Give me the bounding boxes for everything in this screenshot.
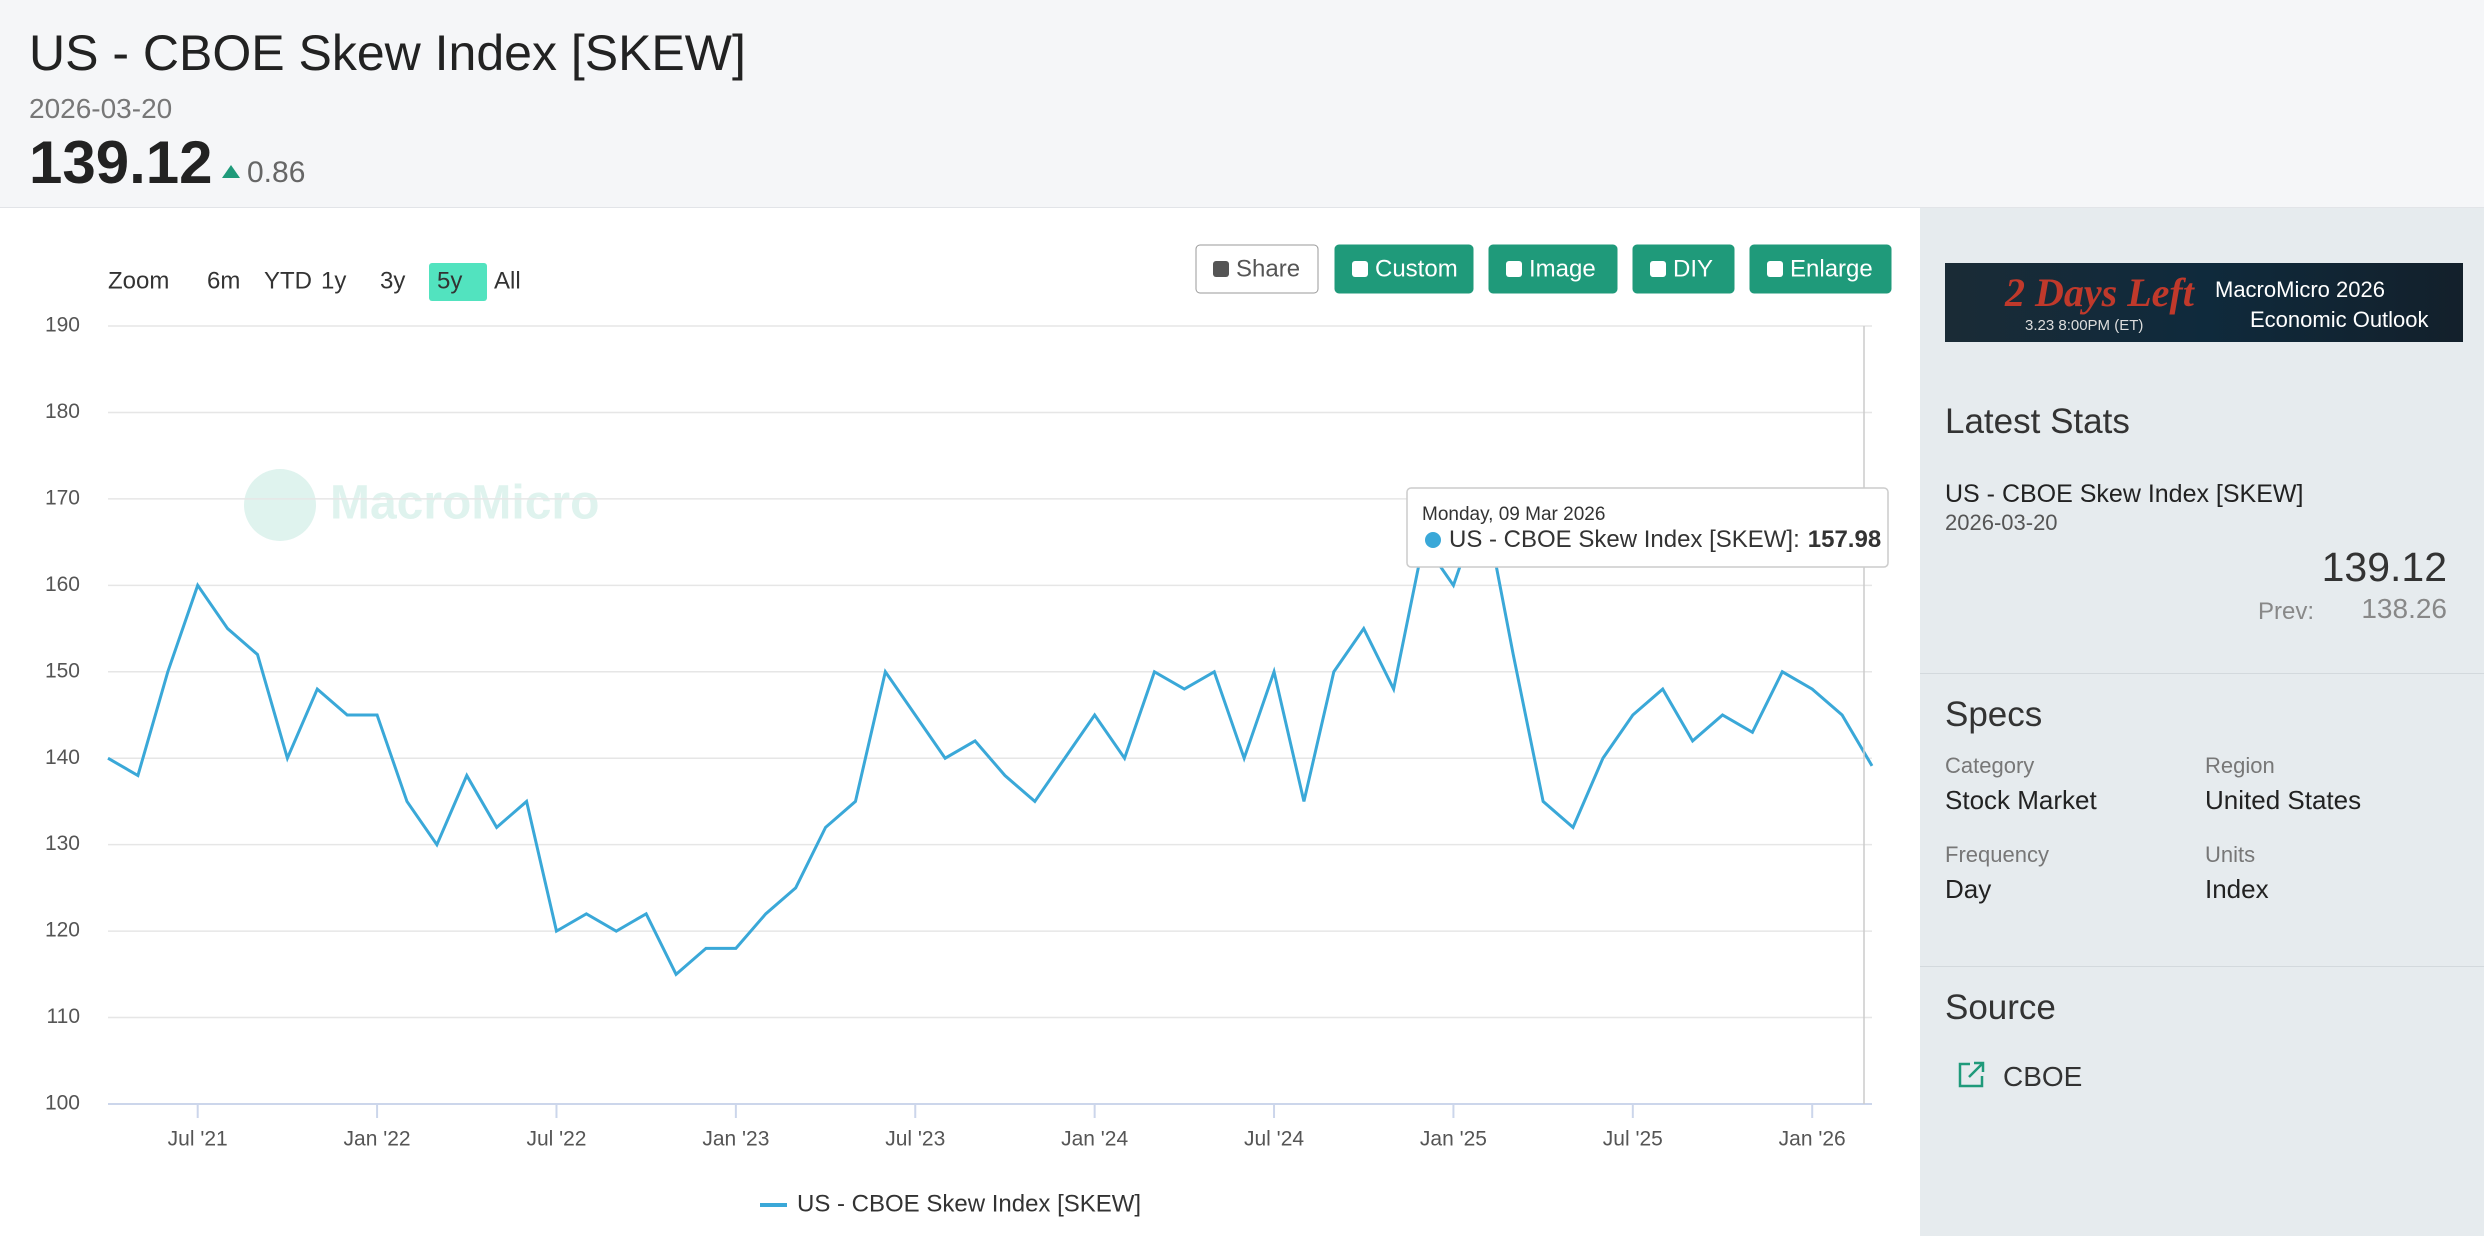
chart: Zoom 6m YTD 1y 3y 5y All Share Custom Image DIY En… [45,244,1892,1217]
x-tick-label: Jan '24 [1061,1128,1128,1151]
spec-value: Index [2205,874,2269,904]
heading: Specs [1945,695,2043,734]
x-tick-label: Jan '22 [344,1128,411,1151]
prev-label: Prev: [2257,598,2314,625]
up-arrow [222,165,240,178]
y-tick-label: 190 [45,314,80,337]
change: 0.86 [247,156,306,189]
x-tick-label: Jul '25 [1603,1128,1663,1151]
x-tick-label: Jul '23 [885,1128,945,1151]
x-tick-label: Jan '26 [1779,1128,1846,1151]
x-tick-label: Jan '25 [1420,1128,1487,1151]
watermark: MacroMicro [330,477,599,530]
tooltip-dot [1425,532,1441,548]
tooltip [1406,487,1889,568]
x-tick-label: Jul '21 [168,1128,228,1151]
spec-label: Frequency [1945,842,2049,867]
y-tick-label: 150 [45,659,80,682]
button-icon [1650,261,1666,277]
latest-name: US - CBOE Skew Index [SKEW] [1945,480,2304,508]
y-tick-label: 120 [45,919,80,942]
latest-date: 2026-03-20 [1945,510,2058,535]
button-icon [1213,261,1229,277]
range-button[interactable]: 1y [321,267,346,294]
button-icon [1352,261,1368,277]
x-tick-label: Jul '22 [526,1128,586,1151]
range-button[interactable]: 3y [380,267,405,294]
x-tick-label: Jan '23 [702,1128,769,1151]
banner-big: 2 Days Left [2005,270,2194,315]
zoom-label: Zoom [108,267,169,294]
divider [1920,673,2484,674]
range-button[interactable]: 5y [437,267,462,294]
source-link[interactable]: CBOE [2003,1061,2083,1092]
spec-value: Stock Market [1945,785,2097,815]
banner-brand: MacroMicro 2026 [2215,277,2385,302]
range-active [429,263,487,301]
heading: Latest Stats [1945,402,2130,441]
x-tick-label: Jul '24 [1244,1128,1304,1151]
banner-time: 3.23 8:00PM (ET) [2025,317,2144,334]
spec-label: Units [2205,842,2256,867]
range-button[interactable]: 6m [207,267,240,294]
prev-value: 138.26 [2361,593,2447,624]
toolbar-button[interactable] [1488,244,1618,294]
toolbar-button[interactable] [1749,244,1892,294]
button-label: Custom [1375,255,1458,282]
toolbar-button[interactable] [1195,244,1319,294]
y-tick-label: 160 [45,573,80,596]
y-tick-label: 170 [45,486,80,509]
button-label: Share [1236,255,1300,282]
series-line [107,493,1874,977]
heading: Source [1945,988,2056,1027]
title: US - CBOE Skew Index [SKEW] [29,25,746,81]
y-tick-label: 110 [47,1005,80,1028]
button-label: Image [1529,255,1596,282]
tooltip-label: US - CBOE Skew Index [SKEW]: [1449,526,1800,553]
banner[interactable]: 2 Days Left 3.23 8:00PM (ET) MacroMicro … [1945,263,2463,342]
header: US - CBOE Skew Index [SKEW] 2026-03-20 1… [0,0,2484,208]
divider [1920,966,2484,967]
tooltip-text: US - CBOE Skew Index [SKEW]: 157.98 [1449,526,1881,553]
latest-value: 139.12 [2321,544,2447,590]
spec-value: United States [2205,785,2362,815]
button-label: DIY [1673,255,1713,282]
button-label: Enlarge [1790,255,1873,282]
range-button[interactable]: All [494,267,521,294]
legend-label: US - CBOE Skew Index [SKEW] [797,1190,1141,1217]
date: 2026-03-20 [29,93,173,124]
button-icon [1506,261,1522,277]
spec-label: Category [1945,753,2035,778]
spec-label: Region [2205,753,2275,778]
button-icon [1767,261,1783,277]
link-icon [1958,1061,1985,1088]
banner-sub: Economic Outlook [2250,307,2429,332]
watermark-logo [244,469,316,541]
spec-value: Day [1945,874,1992,904]
y-tick-label: 130 [45,832,80,855]
tooltip-date: Monday, 09 Mar 2026 [1422,504,1605,525]
y-tick-label: 140 [45,746,80,769]
value: 139.12 [29,129,213,196]
toolbar-button[interactable] [1334,244,1474,294]
range-button[interactable]: YTD [264,267,312,294]
sidebar: 2 Days Left 3.23 8:00PM (ET) MacroMicro … [1920,208,2484,1236]
tooltip-value: 157.98 [1808,526,1881,553]
toolbar-button[interactable] [1632,244,1735,294]
y-tick-label: 180 [45,400,80,423]
y-tick-label: 100 [45,1092,80,1115]
